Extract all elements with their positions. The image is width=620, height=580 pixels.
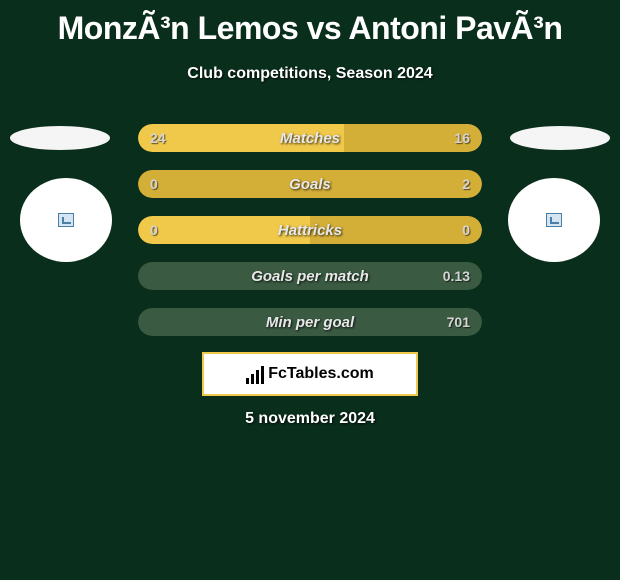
date-text: 5 november 2024 — [245, 410, 375, 428]
stat-row: 24 Matches 16 — [138, 124, 482, 152]
stat-row: 0 Goals 2 — [138, 170, 482, 198]
logo-box[interactable]: FcTables.com — [202, 352, 418, 396]
stat-label: Min per goal — [266, 314, 354, 331]
stat-value-left: 0 — [150, 222, 158, 238]
player-right-avatar — [508, 178, 600, 262]
placeholder-icon — [546, 213, 562, 227]
stat-row: Goals per match 0.13 — [138, 262, 482, 290]
stat-value-right: 0 — [462, 222, 470, 238]
stat-value-right: 16 — [454, 130, 470, 146]
page-subtitle: Club competitions, Season 2024 — [0, 65, 620, 83]
stat-value-right: 2 — [462, 176, 470, 192]
stat-label: Goals per match — [251, 268, 369, 285]
stat-row: Min per goal 701 — [138, 308, 482, 336]
stat-row: 0 Hattricks 0 — [138, 216, 482, 244]
stat-label: Hattricks — [278, 222, 342, 239]
player-left-base — [10, 126, 110, 150]
logo-content: FcTables.com — [246, 364, 374, 384]
player-left-avatar — [20, 178, 112, 262]
stats-container: 24 Matches 16 0 Goals 2 0 Hattricks 0 Go… — [138, 124, 482, 354]
stat-value-left: 0 — [150, 176, 158, 192]
stat-value-left: 24 — [150, 130, 166, 146]
stat-label: Goals — [289, 176, 331, 193]
player-right-base — [510, 126, 610, 150]
stat-label: Matches — [280, 130, 340, 147]
logo-text: FcTables.com — [268, 365, 374, 383]
stat-value-right: 0.13 — [443, 268, 470, 284]
placeholder-icon — [58, 213, 74, 227]
chart-icon — [246, 364, 264, 384]
page-title: MonzÃ³n Lemos vs Antoni PavÃ³n — [0, 0, 620, 47]
stat-value-right: 701 — [447, 314, 470, 330]
